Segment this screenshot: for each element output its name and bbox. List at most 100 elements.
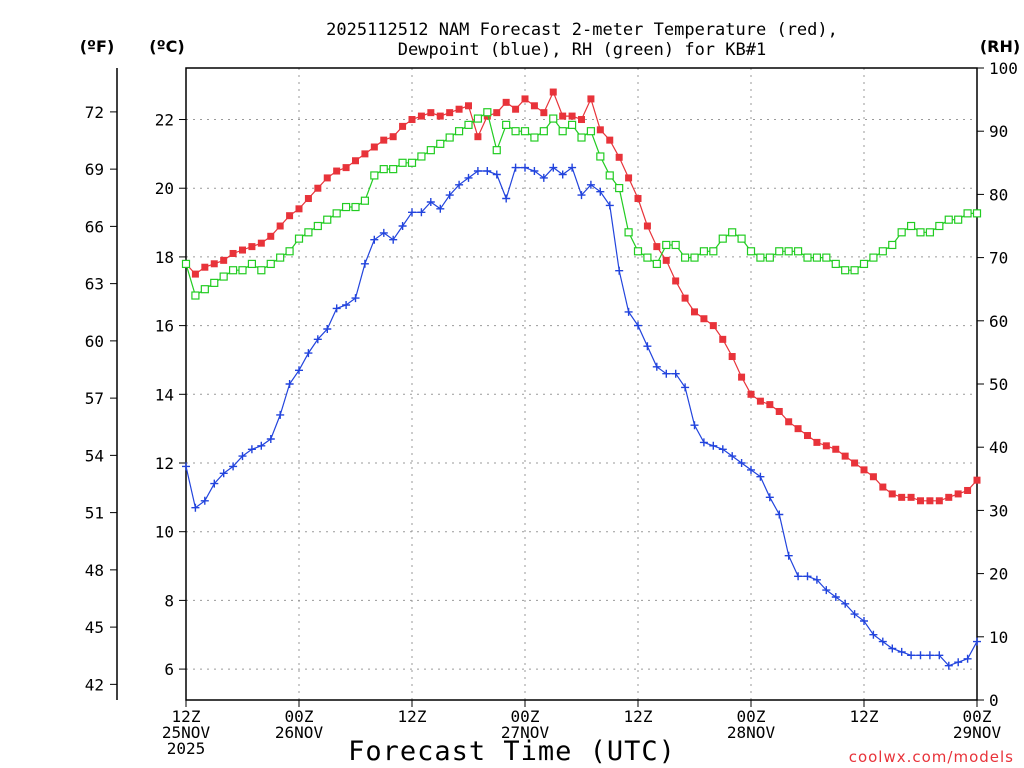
rh-point — [502, 120, 511, 129]
rh-point — [690, 253, 699, 262]
rh-point — [549, 114, 558, 123]
temperature-point — [201, 263, 209, 271]
celsius-tick-label: 20 — [155, 179, 174, 198]
dewpoint-point — [408, 208, 416, 217]
temperature-point — [417, 112, 425, 120]
dewpoint-line — [185, 166, 978, 667]
series-temperature — [182, 88, 981, 505]
rh-point — [737, 234, 746, 243]
dewpoint-point — [709, 441, 718, 450]
x-axis-title: Forecast Time (UTC) — [348, 736, 676, 767]
rh-point — [728, 228, 737, 237]
rh-point — [906, 221, 916, 231]
temperature-point — [257, 239, 265, 247]
temperature-point — [766, 401, 774, 409]
rh-point — [351, 202, 360, 212]
rh-point — [746, 247, 756, 256]
rh-point — [954, 215, 963, 224]
temperature-point — [728, 353, 736, 361]
rh-point — [454, 127, 464, 136]
temperature-point — [973, 476, 981, 484]
temperature-point — [804, 432, 811, 440]
dewpoint-point — [521, 163, 529, 172]
rh-point — [972, 209, 982, 218]
dewpoint-point — [492, 170, 501, 179]
rh-point — [285, 247, 294, 256]
temperature-point — [361, 150, 369, 158]
dewpoint-point — [295, 366, 303, 375]
data-series — [181, 88, 982, 670]
celsius-axis-unit: (ºC) — [149, 37, 184, 56]
celsius-tick-label: 8 — [164, 591, 174, 610]
dewpoint-point — [473, 167, 482, 175]
rh-point — [398, 158, 407, 167]
dewpoint-point — [916, 651, 925, 660]
rh-point — [944, 215, 953, 224]
dewpoint-point — [342, 301, 351, 309]
dewpoint-point — [530, 167, 539, 175]
rh-point — [276, 253, 285, 262]
dewpoint-point — [963, 654, 972, 663]
dewpoint-point — [690, 421, 699, 430]
rh-tick-label: 10 — [989, 628, 1008, 647]
fahrenheit-tick-label: 69 — [85, 160, 104, 179]
dewpoint-point — [728, 452, 737, 461]
temperature-point — [455, 105, 463, 113]
temperature-point — [756, 397, 764, 405]
fahrenheit-tick-label: 60 — [85, 332, 104, 351]
rh-point — [803, 253, 812, 262]
temperature-point — [408, 116, 416, 124]
rh-point — [633, 247, 643, 256]
dewpoint-point — [605, 201, 614, 210]
dewpoint-point — [652, 362, 661, 371]
rh-point — [859, 259, 869, 269]
temperature-point — [493, 109, 501, 117]
rh-point — [784, 247, 793, 256]
rh-point — [897, 228, 906, 237]
celsius-tick-label: 18 — [155, 248, 174, 267]
temperature-point — [681, 294, 689, 302]
fahrenheit-tick-label: 72 — [85, 103, 104, 122]
dewpoint-point — [455, 180, 464, 189]
temperature-point — [465, 102, 472, 110]
fahrenheit-tick-label: 45 — [85, 618, 104, 637]
dewpoint-point — [878, 637, 887, 646]
dewpoint-point — [247, 445, 256, 454]
rh-point — [850, 266, 859, 275]
temperature-point — [380, 136, 388, 144]
x-tick-label: 25NOV — [162, 723, 211, 742]
dewpoint-point — [332, 304, 341, 313]
dewpoint-point — [182, 462, 190, 471]
celsius-tick-label: 14 — [155, 385, 174, 404]
fahrenheit-tick-label: 48 — [85, 561, 104, 580]
dewpoint-point — [445, 191, 454, 200]
temperature-point — [926, 497, 934, 505]
rh-point — [492, 146, 501, 155]
rh-tick-label: 0 — [989, 691, 999, 710]
temperature-point — [860, 466, 868, 474]
temperature-point — [568, 112, 576, 120]
rh-point — [228, 266, 238, 275]
rh-point — [426, 146, 435, 155]
temperature-point — [220, 256, 228, 264]
temperature-point — [888, 490, 896, 498]
dewpoint-point — [775, 510, 784, 519]
temperature-point — [427, 109, 435, 117]
temperature-point — [653, 243, 661, 251]
dewpoint-point — [869, 630, 878, 639]
temperature-point — [540, 109, 548, 117]
rh-point — [379, 165, 388, 174]
rh-point — [473, 114, 483, 123]
dewpoint-point — [577, 191, 586, 200]
rh-tick-label: 80 — [989, 185, 1008, 204]
temperature-point — [304, 195, 312, 203]
x-tick-label: 28NOV — [727, 723, 776, 742]
x-tick-label: 2025 — [167, 739, 206, 758]
dewpoint-point — [888, 644, 897, 653]
temperature-point — [822, 442, 830, 450]
temperature-point — [352, 157, 359, 165]
temperature-point — [851, 459, 859, 467]
rh-point — [869, 253, 878, 262]
dewpoint-point — [417, 208, 426, 217]
dewpoint-point — [850, 610, 859, 619]
